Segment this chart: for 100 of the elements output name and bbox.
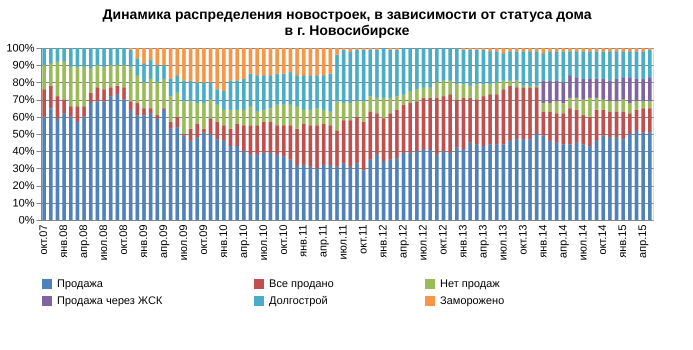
- x-tick-label: апр.08: [78, 224, 90, 258]
- bar: [56, 96, 60, 119]
- bar: [248, 74, 252, 106]
- bar: [375, 50, 379, 98]
- bar: [148, 113, 152, 220]
- bar: [534, 88, 539, 134]
- bar: [522, 51, 526, 86]
- bar: [514, 88, 519, 140]
- bar: [102, 48, 106, 67]
- bar: [468, 98, 472, 143]
- bar: [561, 51, 566, 82]
- bar: [288, 48, 292, 72]
- bar: [288, 72, 292, 105]
- bar: [215, 122, 220, 140]
- bar: [262, 152, 266, 220]
- bar: [128, 66, 133, 102]
- bar: [322, 48, 326, 76]
- bar: [222, 125, 226, 141]
- bar: [142, 63, 146, 82]
- bar: [102, 89, 106, 102]
- bar: [168, 96, 172, 122]
- bar: [494, 82, 499, 94]
- bar: [514, 80, 519, 88]
- bar: [308, 110, 312, 126]
- x-tick-label: окт.10: [278, 224, 290, 255]
- bar: [488, 94, 492, 144]
- bar: [568, 144, 572, 220]
- bar: [335, 130, 339, 167]
- bar: [68, 66, 73, 106]
- bar: [448, 94, 452, 153]
- bar: [295, 128, 299, 165]
- bar: [48, 108, 53, 220]
- bar: [142, 108, 146, 116]
- bar: [588, 98, 592, 117]
- bar: [568, 51, 572, 76]
- bar: [601, 51, 606, 79]
- x-tick-label: окт.13: [517, 224, 530, 255]
- bar: [282, 74, 286, 105]
- bar: [42, 89, 46, 117]
- bar: [148, 78, 152, 108]
- bar: [235, 146, 240, 220]
- x-tick-label: окт.14: [597, 224, 610, 255]
- bar: [408, 48, 412, 91]
- bar: [568, 108, 572, 144]
- bar: [435, 48, 439, 82]
- bar: [422, 88, 426, 98]
- bar: [528, 139, 532, 220]
- bar: [175, 48, 180, 76]
- bar: [222, 91, 226, 110]
- bar: [508, 140, 512, 220]
- bar: [122, 65, 126, 88]
- bar: [62, 62, 66, 100]
- x-tick-label: июл.13: [497, 224, 510, 260]
- bar: [242, 151, 246, 220]
- legend-label: Долгострой: [269, 295, 328, 307]
- bar: [435, 82, 439, 98]
- bar: [621, 77, 626, 100]
- bar: [116, 65, 120, 86]
- bar: [601, 136, 606, 220]
- x-tick-label: июл.09: [178, 224, 190, 260]
- bar: [648, 77, 652, 102]
- bar: [188, 140, 192, 220]
- bar: [561, 48, 566, 52]
- bar: [554, 113, 558, 143]
- bar: [282, 125, 286, 156]
- bar: [315, 108, 319, 126]
- bar: [454, 148, 459, 220]
- y-tick-label: 20%: [12, 180, 35, 192]
- bar: [208, 118, 212, 134]
- bar: [315, 168, 319, 220]
- bar: [528, 88, 532, 140]
- bar: [215, 89, 220, 105]
- bar: [288, 104, 292, 126]
- bar: [208, 48, 212, 82]
- legend-label: Все продано: [269, 278, 334, 290]
- bar: [514, 139, 519, 220]
- bar: [468, 50, 472, 86]
- bar: [454, 48, 459, 84]
- bar: [255, 48, 259, 76]
- bar: [96, 88, 100, 102]
- y-tick-label: 100%: [6, 42, 35, 54]
- bar: [308, 48, 312, 76]
- bar: [395, 96, 399, 110]
- bar: [628, 134, 632, 220]
- bar: [175, 92, 180, 117]
- x-tick-label: янв.09: [138, 224, 150, 258]
- bar: [594, 140, 598, 220]
- bar: [402, 104, 406, 153]
- bar: [162, 48, 166, 66]
- bar: [268, 48, 272, 76]
- bar: [235, 124, 240, 146]
- bar: [435, 154, 439, 220]
- bar: [581, 51, 586, 79]
- bar: [342, 50, 346, 104]
- bar: [56, 62, 60, 96]
- x-tick-label: окт.08: [118, 224, 130, 255]
- bar: [448, 48, 452, 81]
- bar: [462, 98, 466, 150]
- bar: [568, 98, 572, 108]
- bar: [268, 76, 272, 108]
